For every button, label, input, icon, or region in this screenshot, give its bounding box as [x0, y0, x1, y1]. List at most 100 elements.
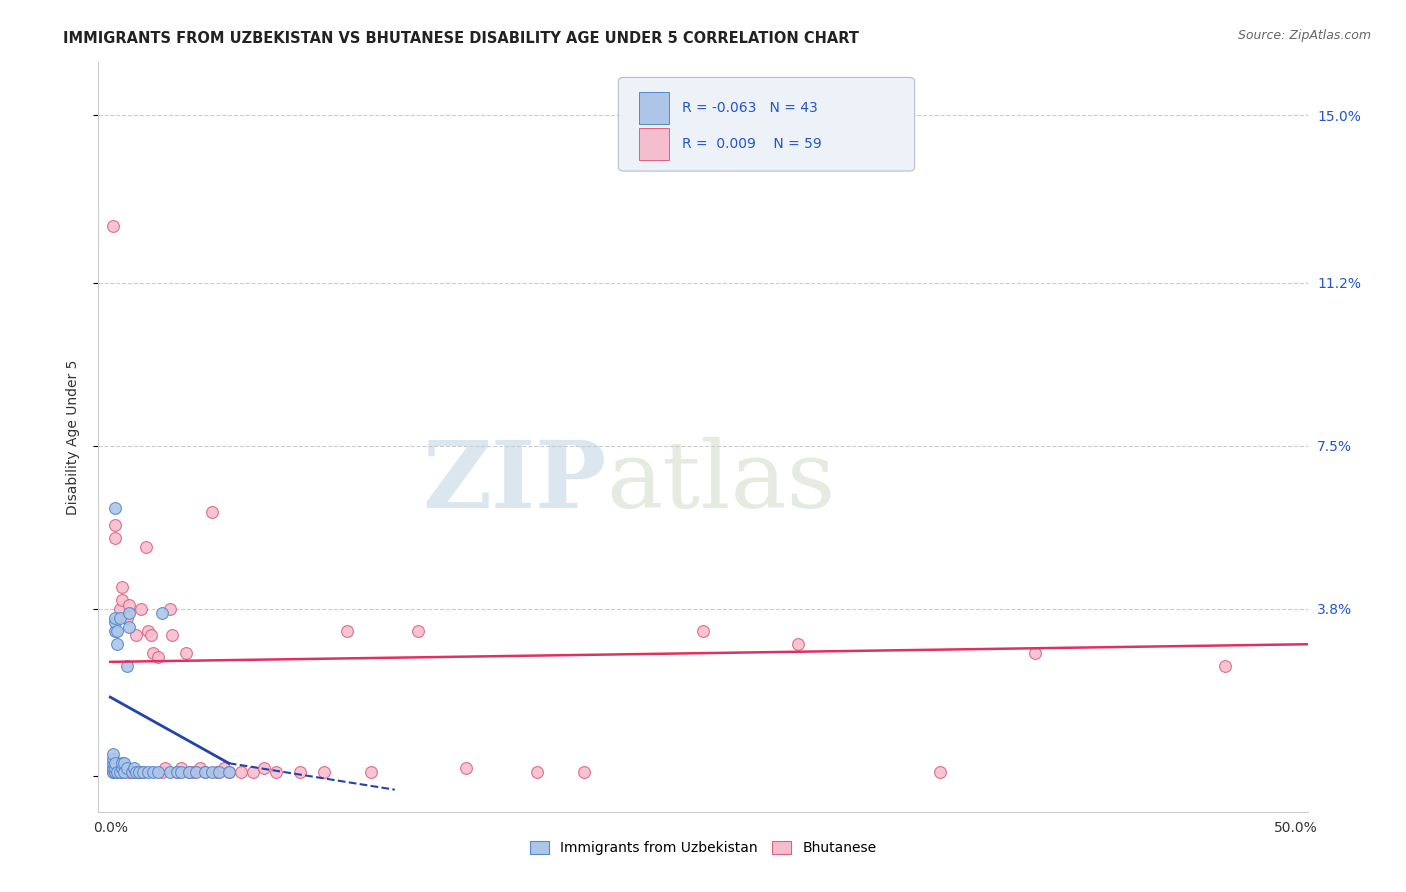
Point [177, 765, 200, 780]
Point [118, 619, 141, 633]
Point [125, 765, 148, 780]
Point [190, 761, 212, 775]
Point [229, 765, 252, 780]
Point [101, 761, 124, 775]
Point [146, 765, 169, 780]
Point [218, 765, 240, 780]
Point [160, 628, 183, 642]
Point [129, 602, 152, 616]
Point [132, 765, 155, 780]
Point [121, 765, 143, 780]
Text: IMMIGRANTS FROM UZBEKISTAN VS BHUTANESE DISABILITY AGE UNDER 5 CORRELATION CHART: IMMIGRANTS FROM UZBEKISTAN VS BHUTANESE … [63, 31, 859, 46]
Point [201, 765, 224, 780]
Y-axis label: Disability Age Under 5: Disability Age Under 5 [66, 359, 80, 515]
Point [121, 765, 143, 780]
Point [135, 541, 157, 555]
Point [786, 637, 808, 651]
Point [105, 624, 128, 638]
Point [108, 602, 131, 616]
Point [170, 761, 193, 775]
Point [136, 765, 159, 780]
Point [115, 761, 138, 775]
Point [105, 637, 128, 651]
Point [122, 761, 145, 775]
Point [104, 615, 127, 630]
Point [111, 580, 134, 594]
Point [105, 761, 128, 775]
FancyBboxPatch shape [638, 93, 669, 124]
Point [218, 765, 240, 780]
Text: R =  0.009    N = 59: R = 0.009 N = 59 [682, 137, 823, 151]
Text: R = -0.063   N = 43: R = -0.063 N = 43 [682, 101, 818, 115]
Point [166, 765, 188, 780]
Point [111, 756, 134, 771]
Point [212, 761, 235, 775]
Point [174, 646, 197, 660]
Point [104, 624, 127, 638]
Point [108, 765, 131, 780]
Point [242, 765, 264, 780]
Text: atlas: atlas [606, 437, 835, 527]
Point [166, 765, 188, 780]
Point [194, 765, 217, 780]
Point [184, 765, 207, 780]
Text: Source: ZipAtlas.com: Source: ZipAtlas.com [1237, 29, 1371, 42]
Point [122, 765, 145, 780]
Point [108, 765, 131, 780]
Point [132, 765, 155, 780]
Point [104, 765, 127, 780]
Point [152, 607, 174, 621]
Point [288, 765, 311, 780]
Point [159, 765, 181, 780]
Point [360, 765, 382, 780]
Point [118, 765, 141, 780]
Point [264, 765, 287, 780]
Point [104, 756, 127, 771]
Point [201, 505, 224, 519]
Point [205, 765, 228, 780]
Point [152, 765, 174, 780]
Point [408, 624, 430, 638]
Point [118, 598, 141, 612]
Point [101, 756, 124, 771]
Point [115, 611, 138, 625]
Point [194, 765, 217, 780]
Point [108, 611, 131, 625]
Point [101, 761, 124, 775]
Point [111, 593, 134, 607]
Point [101, 765, 124, 780]
Point [105, 765, 128, 780]
Point [139, 628, 162, 642]
Point [104, 765, 127, 780]
Point [454, 761, 477, 775]
Point [114, 756, 136, 771]
Point [142, 646, 165, 660]
Text: ZIP: ZIP [422, 437, 606, 527]
Point [208, 765, 231, 780]
Point [104, 500, 127, 515]
Point [142, 765, 165, 780]
Point [929, 765, 952, 780]
Point [159, 602, 181, 616]
Point [101, 765, 124, 780]
Point [146, 650, 169, 665]
Point [114, 765, 136, 780]
Point [118, 607, 141, 621]
Point [104, 532, 127, 546]
Point [101, 747, 124, 762]
Point [104, 611, 127, 625]
Point [312, 765, 335, 780]
Point [114, 765, 136, 780]
Point [181, 765, 204, 780]
Point [136, 624, 159, 638]
Legend: Immigrants from Uzbekistan, Bhutanese: Immigrants from Uzbekistan, Bhutanese [524, 836, 882, 861]
Point [105, 765, 128, 780]
Point [115, 659, 138, 673]
Point [177, 765, 200, 780]
Point [104, 761, 127, 775]
Point [128, 765, 150, 780]
FancyBboxPatch shape [638, 128, 669, 160]
Point [101, 752, 124, 766]
Point [253, 761, 276, 775]
Point [153, 761, 176, 775]
